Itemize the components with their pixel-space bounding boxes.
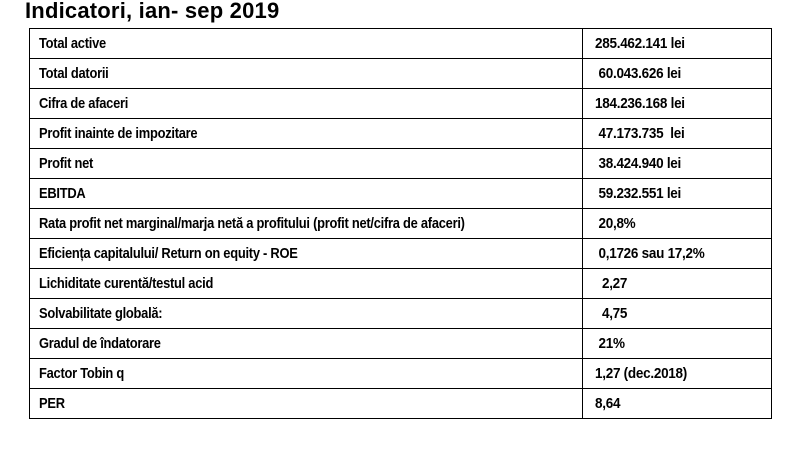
indicator-value: 1,27 (dec.2018): [582, 358, 772, 389]
indicator-label-text: Cifra de afaceri: [39, 95, 129, 112]
indicator-value-text: 20,8%: [595, 215, 636, 232]
indicator-value-text: 47.173.735 lei: [595, 125, 685, 142]
indicator-label-text: Solvabilitate globală:: [39, 305, 163, 322]
indicator-value: 47.173.735 lei: [582, 118, 772, 149]
indicator-label-text: EBITDA: [39, 185, 86, 202]
indicator-value: 2,27: [582, 268, 772, 299]
indicator-value: 8,64: [582, 388, 772, 419]
indicator-value-text: 4,75: [595, 305, 628, 322]
indicator-label-text: Total active: [39, 35, 106, 52]
indicator-value: 20,8%: [582, 208, 772, 239]
indicator-label-text: Factor Tobin q: [39, 365, 125, 382]
indicator-label-text: Rata profit net marginal/marja netă a pr…: [39, 215, 465, 232]
table-row: EBITDA 59.232.551 lei: [29, 178, 772, 209]
indicator-value-text: 59.232.551 lei: [595, 185, 682, 202]
indicator-value-text: 1,27 (dec.2018): [595, 365, 688, 382]
table-row: Cifra de afaceri 184.236.168 lei: [29, 88, 772, 119]
indicator-label: Profit net: [29, 148, 583, 179]
table-row: Solvabilitate globală: 4,75: [29, 298, 772, 329]
table-row: Lichiditate curentă/testul acid 2,27: [29, 268, 772, 299]
indicator-label-text: Total datorii: [39, 65, 109, 82]
indicator-value: 4,75: [582, 298, 772, 329]
indicator-label: Total datorii: [29, 58, 583, 89]
indicator-label-text: Gradul de îndatorare: [39, 335, 161, 352]
indicator-label: Factor Tobin q: [29, 358, 583, 389]
table-row: Total datorii 60.043.626 lei: [29, 58, 772, 89]
indicator-value-text: 2,27: [595, 275, 628, 292]
indicator-value-text: 285.462.141 lei: [595, 35, 685, 52]
table-row: PER 8,64: [29, 388, 772, 419]
indicator-value-text: 38.424.940 lei: [595, 155, 682, 172]
indicator-label-text: Eficiența capitalului/ Return on equity …: [39, 245, 298, 262]
table-row: Profit inainte de impozitare 47.173.735 …: [29, 118, 772, 149]
indicator-value-text: 21%: [595, 335, 625, 352]
table-row: Rata profit net marginal/marja netă a pr…: [29, 208, 772, 239]
indicator-value: 285.462.141 lei: [582, 28, 772, 59]
table-row: Factor Tobin q 1,27 (dec.2018): [29, 358, 772, 389]
table-title: Indicatori, ian- sep 2019: [25, 0, 280, 23]
indicator-label: Solvabilitate globală:: [29, 298, 583, 329]
indicator-value: 38.424.940 lei: [582, 148, 772, 179]
indicator-label: Lichiditate curentă/testul acid: [29, 268, 583, 299]
indicator-label: Rata profit net marginal/marja netă a pr…: [29, 208, 583, 239]
indicator-value-text: 0,1726 sau 17,2%: [595, 245, 705, 262]
indicator-value-text: 184.236.168 lei: [595, 95, 685, 112]
indicators-table: Total active 285.462.141 lei Total dator…: [29, 28, 772, 419]
indicator-value: 59.232.551 lei: [582, 178, 772, 209]
indicator-label-text: Profit inainte de impozitare: [39, 125, 198, 142]
indicator-value: 21%: [582, 328, 772, 359]
table-row: Gradul de îndatorare 21%: [29, 328, 772, 359]
indicator-label-text: Profit net: [39, 155, 94, 172]
indicator-label: PER: [29, 388, 583, 419]
indicator-label: Cifra de afaceri: [29, 88, 583, 119]
indicator-value: 60.043.626 lei: [582, 58, 772, 89]
indicator-label: Eficiența capitalului/ Return on equity …: [29, 238, 583, 269]
indicator-label: Total active: [29, 28, 583, 59]
indicator-label-text: PER: [39, 395, 65, 412]
indicator-label-text: Lichiditate curentă/testul acid: [39, 275, 214, 292]
indicator-value-text: 60.043.626 lei: [595, 65, 682, 82]
indicator-label: Gradul de îndatorare: [29, 328, 583, 359]
indicator-value: 184.236.168 lei: [582, 88, 772, 119]
indicator-label: EBITDA: [29, 178, 583, 209]
table-row: Profit net 38.424.940 lei: [29, 148, 772, 179]
indicator-value: 0,1726 sau 17,2%: [582, 238, 772, 269]
table-row: Eficiența capitalului/ Return on equity …: [29, 238, 772, 269]
indicator-value-text: 8,64: [595, 395, 621, 412]
indicator-label: Profit inainte de impozitare: [29, 118, 583, 149]
table-row: Total active 285.462.141 lei: [29, 28, 772, 59]
